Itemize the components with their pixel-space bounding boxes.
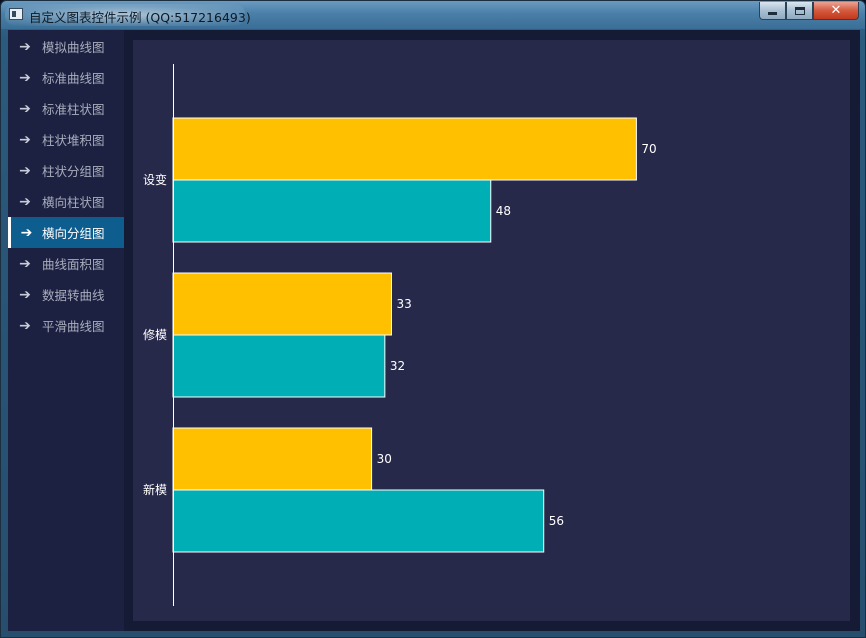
arrow-right-icon: ➔: [19, 69, 31, 86]
sidebar-item-standard-bar[interactable]: ➔ 标准柱状图: [8, 93, 124, 124]
sidebar-item-label: 数据转曲线: [42, 288, 105, 303]
arrow-right-icon: ➔: [19, 38, 31, 55]
sidebar-item-label: 模拟曲线图: [42, 40, 105, 55]
close-button[interactable]: ✕: [813, 2, 859, 20]
sidebar-item-label: 横向柱状图: [42, 195, 105, 210]
data-label: 33: [396, 297, 411, 311]
sidebar-item-standard-curve[interactable]: ➔ 标准曲线图: [8, 62, 124, 93]
sidebar-item-label: 柱状堆积图: [42, 133, 105, 148]
title-bar[interactable]: 自定义图表控件示例 (QQ:517216493) ✕: [1, 1, 865, 29]
horizontal-grouped-bar-chart: 70 48 设变 33 32 修模 30 56 新模: [143, 64, 657, 606]
sidebar-item-label: 标准柱状图: [42, 102, 105, 117]
category-label: 新模: [143, 482, 167, 497]
app-icon: [9, 8, 23, 20]
chart-bar: [172, 489, 545, 553]
sidebar-item-stacked-bar[interactable]: ➔ 柱状堆积图: [8, 124, 124, 155]
sidebar-item-label: 横向分组图: [42, 226, 105, 241]
data-label: 70: [641, 142, 656, 156]
arrow-right-icon: ➔: [19, 317, 31, 334]
arrow-right-icon: ➔: [19, 131, 31, 148]
data-label: 32: [390, 359, 405, 373]
sidebar-item-horizontal-grouped[interactable]: ➔ 横向分组图: [8, 217, 124, 248]
sidebar-item-label: 柱状分组图: [42, 164, 105, 179]
minimize-icon: [768, 12, 777, 15]
chart-bar: [172, 427, 373, 491]
arrow-right-icon: ➔: [19, 100, 31, 117]
sidebar-item-data-to-curve[interactable]: ➔ 数据转曲线: [8, 279, 124, 310]
arrow-right-icon: ➔: [20, 224, 33, 241]
category-label: 设变: [143, 172, 167, 187]
maximize-button[interactable]: [786, 2, 813, 20]
close-icon: ✕: [830, 3, 842, 18]
chart-bar: [172, 179, 492, 243]
sidebar-item-label: 标准曲线图: [42, 71, 105, 86]
data-label: 30: [377, 452, 392, 466]
arrow-right-icon: ➔: [19, 193, 31, 210]
client-area: ➔ 模拟曲线图 ➔ 标准曲线图 ➔ 标准柱状图 ➔ 柱状堆积图 ➔ 柱状分组图 …: [8, 30, 860, 631]
chart-panel: 70 48 设变 33 32 修模 30 56 新模: [133, 40, 850, 621]
arrow-right-icon: ➔: [19, 255, 31, 272]
minimize-button[interactable]: [759, 2, 786, 20]
maximize-icon: [794, 6, 805, 15]
sidebar-nav: ➔ 模拟曲线图 ➔ 标准曲线图 ➔ 标准柱状图 ➔ 柱状堆积图 ➔ 柱状分组图 …: [8, 30, 124, 631]
arrow-right-icon: ➔: [19, 162, 31, 179]
data-label: 48: [496, 204, 511, 218]
sidebar-item-area-curve[interactable]: ➔ 曲线面积图: [8, 248, 124, 279]
chart-bar: [172, 117, 637, 181]
chart-bar: [172, 334, 386, 398]
category-label: 修模: [143, 327, 167, 342]
sidebar-item-label: 曲线面积图: [42, 257, 105, 272]
sidebar-item-grouped-bar[interactable]: ➔ 柱状分组图: [8, 155, 124, 186]
sidebar-item-horizontal-bar[interactable]: ➔ 横向柱状图: [8, 186, 124, 217]
chart-bar: [172, 272, 392, 336]
sidebar-item-label: 平滑曲线图: [42, 319, 105, 334]
sidebar-item-smooth-curve[interactable]: ➔ 平滑曲线图: [8, 310, 124, 341]
window-title: 自定义图表控件示例 (QQ:517216493): [29, 10, 251, 25]
sidebar-item-simulated-curve[interactable]: ➔ 模拟曲线图: [8, 31, 124, 62]
arrow-right-icon: ➔: [19, 286, 31, 303]
data-label: 56: [549, 514, 564, 528]
window-controls: ✕: [759, 2, 859, 21]
